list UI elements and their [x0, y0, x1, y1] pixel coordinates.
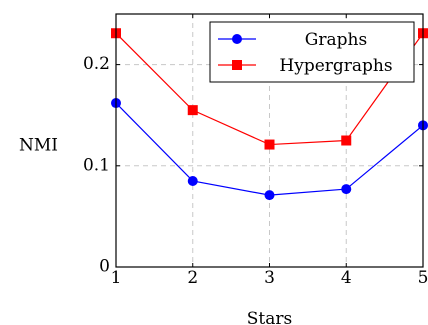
y-tick-label: 0.2: [83, 54, 110, 74]
x-tick-label: 2: [187, 268, 198, 288]
series-markers: [111, 28, 428, 201]
y-axis-label: NMI: [19, 136, 58, 156]
x-tick-label: 1: [111, 268, 122, 288]
y-tick-label: 0: [99, 257, 110, 277]
x-tick-label: 5: [418, 268, 428, 288]
y-tick-label: 0.1: [83, 155, 110, 175]
x-axis-label: Stars: [247, 309, 292, 325]
x-tick-label: 4: [341, 268, 352, 288]
data-point-hypergraphs: [264, 139, 275, 150]
legend-box: [209, 21, 415, 83]
tick-labels: 1 2 3 4 5 0 0.1 0.2: [83, 54, 428, 288]
legend-marker-circle: [232, 34, 242, 44]
axis-ticks: [115, 14, 424, 268]
data-point-graphs: [187, 175, 198, 186]
data-point-graphs: [341, 184, 352, 195]
legend-marker-square: [232, 60, 242, 70]
data-point-graphs: [264, 190, 275, 201]
data-point-hypergraphs: [187, 105, 198, 116]
legend-label: Hypergraphs: [279, 56, 392, 76]
legend: Graphs Hypergraphs: [209, 21, 415, 83]
x-tick-label: 3: [264, 268, 275, 288]
legend-label: Graphs: [305, 30, 367, 50]
data-point-hypergraphs: [341, 135, 352, 146]
